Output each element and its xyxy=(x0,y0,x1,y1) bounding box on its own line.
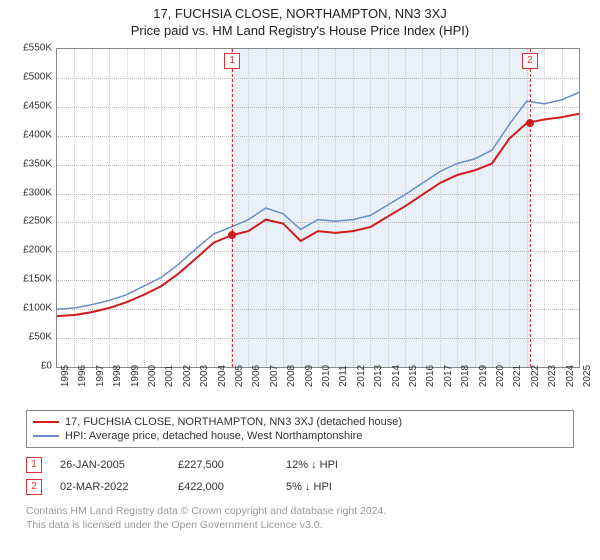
sale-price: £227,500 xyxy=(178,459,268,471)
sale-index: 1 xyxy=(26,457,42,473)
legend-swatch xyxy=(33,435,59,437)
footer-line-2: This data is licensed under the Open Gov… xyxy=(26,518,574,532)
x-axis-label: 1998 xyxy=(112,365,123,387)
chart-svg xyxy=(57,49,579,367)
sale-marker-dot xyxy=(526,119,534,127)
sale-marker-index: 2 xyxy=(522,53,538,69)
title-address: 17, FUCHSIA CLOSE, NORTHAMPTON, NN3 3XJ xyxy=(0,6,600,21)
chart-area: 12 £0£50K£100K£150K£200K£250K£300K£350K£… xyxy=(10,44,590,404)
title-subtitle: Price paid vs. HM Land Registry's House … xyxy=(0,23,600,38)
y-axis-label: £300K xyxy=(23,187,52,198)
x-axis-label: 2007 xyxy=(269,365,280,387)
legend-row: 17, FUCHSIA CLOSE, NORTHAMPTON, NN3 3XJ … xyxy=(33,415,567,429)
y-axis-label: £550K xyxy=(23,43,52,54)
x-axis-label: 2022 xyxy=(530,365,541,387)
sale-marker-line xyxy=(530,49,531,367)
x-axis-label: 2025 xyxy=(582,365,593,387)
x-axis-label: 2017 xyxy=(443,365,454,387)
x-axis-label: 2004 xyxy=(217,365,228,387)
x-axis-label: 2005 xyxy=(234,365,245,387)
x-axis-label: 2011 xyxy=(338,365,349,387)
sale-marker-line xyxy=(232,49,233,367)
y-axis-label: £450K xyxy=(23,100,52,111)
legend-box: 17, FUCHSIA CLOSE, NORTHAMPTON, NN3 3XJ … xyxy=(26,410,574,448)
y-axis-label: £200K xyxy=(23,245,52,256)
plot-area: 12 xyxy=(56,48,580,368)
sale-date: 26-JAN-2005 xyxy=(60,459,160,471)
x-axis-label: 2008 xyxy=(286,365,297,387)
y-axis-label: £50K xyxy=(29,332,52,343)
x-axis-label: 2000 xyxy=(147,365,158,387)
x-axis-label: 2001 xyxy=(164,365,175,387)
y-axis-label: £400K xyxy=(23,129,52,140)
sale-marker-index: 1 xyxy=(224,53,240,69)
y-axis-label: £100K xyxy=(23,303,52,314)
sales-table: 1 26-JAN-2005 £227,500 12% ↓ HPI 2 02-MAR-202… xyxy=(26,454,574,498)
y-axis-label: £0 xyxy=(41,361,52,372)
footer-line-1: Contains HM Land Registry data © Crown c… xyxy=(26,504,574,518)
x-axis-label: 2023 xyxy=(547,365,558,387)
x-axis-label: 2018 xyxy=(460,365,471,387)
x-axis-label: 1995 xyxy=(60,365,71,387)
sale-price: £422,000 xyxy=(178,481,268,493)
sale-diff: 5% ↓ HPI xyxy=(286,481,366,493)
x-axis-label: 1997 xyxy=(95,365,106,387)
series-property xyxy=(57,114,579,316)
sale-marker-dot xyxy=(228,231,236,239)
x-axis-label: 2015 xyxy=(408,365,419,387)
legend-label: HPI: Average price, detached house, West… xyxy=(65,430,362,442)
sale-date: 02-MAR-2022 xyxy=(60,481,160,493)
x-axis-label: 2003 xyxy=(199,365,210,387)
x-axis-label: 1999 xyxy=(130,365,141,387)
sale-index: 2 xyxy=(26,479,42,495)
legend-swatch xyxy=(33,421,59,423)
x-axis-label: 2002 xyxy=(182,365,193,387)
legend-row: HPI: Average price, detached house, West… xyxy=(33,429,567,443)
x-axis-label: 2009 xyxy=(304,365,315,387)
y-axis-label: £250K xyxy=(23,216,52,227)
x-axis-label: 2014 xyxy=(391,365,402,387)
attribution-footer: Contains HM Land Registry data © Crown c… xyxy=(26,504,574,532)
legend-label: 17, FUCHSIA CLOSE, NORTHAMPTON, NN3 3XJ … xyxy=(65,416,402,428)
x-axis-label: 2012 xyxy=(356,365,367,387)
sale-diff: 12% ↓ HPI xyxy=(286,459,366,471)
chart-title-block: 17, FUCHSIA CLOSE, NORTHAMPTON, NN3 3XJ … xyxy=(0,0,600,40)
x-axis-label: 2024 xyxy=(565,365,576,387)
y-axis-label: £500K xyxy=(23,71,52,82)
x-axis-label: 2016 xyxy=(425,365,436,387)
sale-row: 1 26-JAN-2005 £227,500 12% ↓ HPI xyxy=(26,454,574,476)
x-axis-label: 2019 xyxy=(478,365,489,387)
x-axis-label: 2010 xyxy=(321,365,332,387)
x-axis-label: 2006 xyxy=(251,365,262,387)
series-hpi xyxy=(57,92,579,309)
x-axis-label: 2013 xyxy=(373,365,384,387)
x-axis-label: 2020 xyxy=(495,365,506,387)
x-axis-label: 2021 xyxy=(512,365,523,387)
y-axis-label: £350K xyxy=(23,158,52,169)
sale-row: 2 02-MAR-2022 £422,000 5% ↓ HPI xyxy=(26,476,574,498)
x-axis-label: 1996 xyxy=(77,365,88,387)
y-axis-label: £150K xyxy=(23,274,52,285)
